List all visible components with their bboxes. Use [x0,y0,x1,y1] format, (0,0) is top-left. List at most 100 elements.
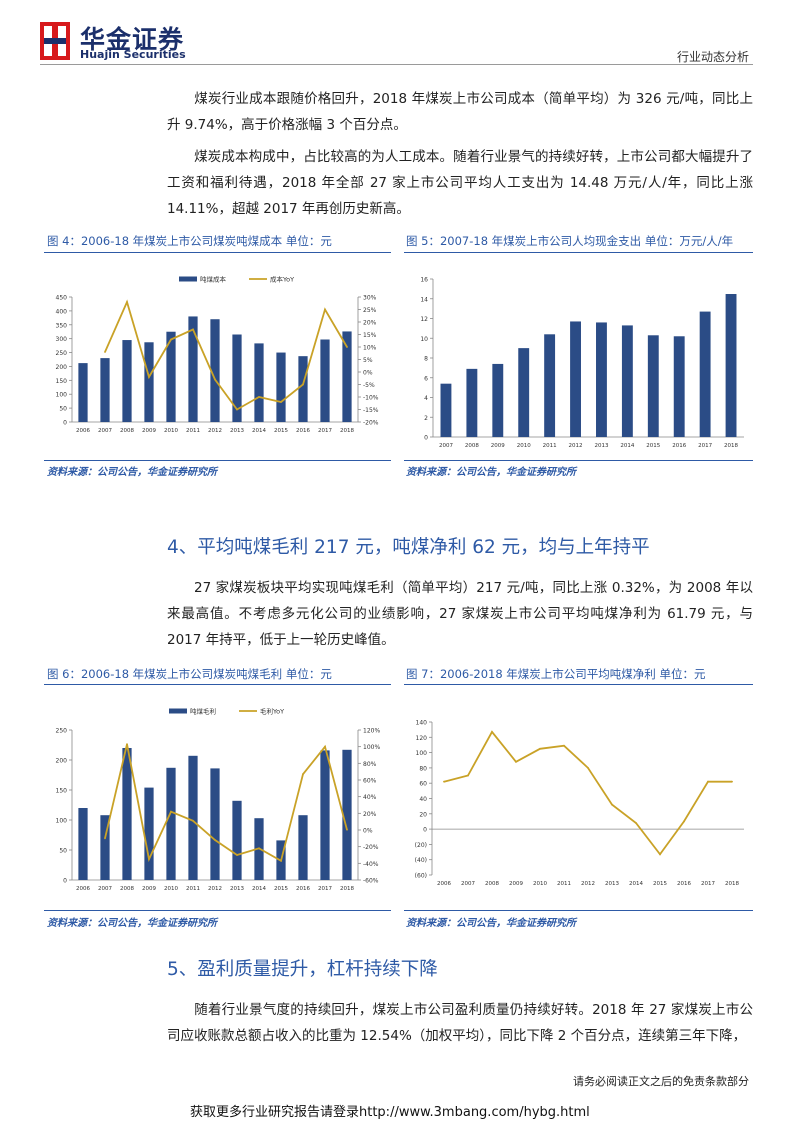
x-tick-label: 2008 [485,881,499,887]
y2-tick-label: 20% [363,811,377,818]
figure-6-top-rule [44,684,391,685]
y-tick-label: 250 [56,350,68,357]
y2-tick-label: 60% [363,778,377,785]
bar [725,294,737,437]
y2-tick-label: -15% [363,407,379,414]
y-tick-label: 60 [419,781,427,788]
y-tick-label: 8 [424,356,428,363]
y2-tick-label: -10% [363,395,379,402]
y-tick-label: 120 [416,735,428,742]
report-link[interactable]: 获取更多行业研究报告请登录http://www.3mbang.com/hybg.… [190,1105,590,1120]
data-point [214,839,216,841]
y-tick-label: 0 [424,435,428,442]
y2-tick-label: 0% [363,370,373,377]
data-point [104,837,106,840]
bar [544,334,556,437]
paragraph-margin: 27 家煤炭板块平均实现吨煤毛利（简单平均）217 元/吨，同比上涨 0.32%… [167,575,753,653]
series-line [104,299,348,411]
bar [78,808,88,880]
figure-4-chart: 0 50 100 150 200 250 300 350 400 450 2006 2007 2008 2… [56,275,379,435]
x-tick-label: 2011 [543,443,557,449]
bar [122,340,132,422]
paragraph-margin-text: 27 家煤炭板块平均实现吨煤毛利（简单平均）217 元/吨，同比上涨 0.32%… [167,580,753,648]
paragraph-quality: 随着行业景气度的持续回升，煤炭上市公司盈利质量仍持续好转。2018 年 27 家… [167,997,753,1049]
y-tick-label: (40) [415,857,427,864]
data-point [563,744,565,747]
x-tick-label: 2011 [557,881,571,887]
y2-tick-label: 25% [363,307,377,314]
x-tick-label: 2017 [701,881,715,887]
x-tick-label: 2013 [605,881,619,887]
x-tick-label: 2013 [230,886,244,892]
y2-tick-label: 0% [363,828,373,835]
y2-tick-label: 5% [363,357,373,364]
bar [298,356,308,422]
legend-label: 毛利YoY [260,707,284,716]
data-point [236,854,238,856]
x-tick-label: 2018 [724,443,738,449]
y-tick-label: 400 [56,308,68,315]
section-5-heading: 5、盈利质量提升，杠杆持续下降 [167,959,438,980]
x-tick-label: 2008 [120,886,134,892]
bar [210,319,220,422]
y-tick-label: 10 [420,336,428,343]
data-point [635,822,637,824]
legend-swatch [169,708,187,714]
bar [342,331,352,422]
data-point [611,803,613,806]
y-tick-label: 0 [63,878,67,885]
y-tick-label: 300 [56,336,68,343]
header-divider [40,64,753,65]
x-tick-label: 2016 [672,443,686,449]
x-tick-label: 2015 [646,443,660,449]
y-tick-label: 40 [419,796,427,803]
paragraph-cost: 煤炭行业成本跟随价格回升，2018 年煤炭上市公司成本（简单平均）为 326 元… [167,86,753,138]
y-tick-label: 150 [56,788,68,795]
data-point [731,780,733,783]
data-point [192,328,194,331]
bar [570,321,581,437]
x-tick-label: 2018 [340,428,354,434]
figure-4-top-rule [44,252,391,253]
data-point [302,383,304,386]
y2-tick-label: 80% [363,761,377,768]
figure-7-bottom-rule [404,910,753,911]
figure-5-title: 图 5：2007-18 年煤炭上市公司人均现金支出 单位：万元/人/年 [406,234,734,248]
data-point [126,301,128,303]
y-tick-label: 140 [416,720,428,727]
x-tick-label: 2016 [677,881,691,887]
y2-tick-label: -60% [363,878,379,885]
bar [232,334,242,422]
data-point [236,408,238,411]
y-tick-label: 16 [420,277,428,284]
y-tick-label: 450 [56,295,68,302]
y-tick-label: 50 [59,406,67,413]
x-tick-label: 2014 [629,881,643,887]
x-tick-label: 2016 [296,886,310,892]
bar [78,363,88,422]
disclaimer-note: 请务必阅读正文之后的免责条款部分 [573,1075,749,1088]
y-tick-label: 100 [416,750,428,757]
paragraph-quality-text: 随着行业景气度的持续回升，煤炭上市公司盈利质量仍持续好转。2018 年 27 家… [167,1002,753,1044]
bar [144,787,154,880]
y2-tick-label: -20% [363,844,379,851]
data-point [467,774,469,777]
y2-tick-label: 20% [363,320,377,327]
figure-6-title: 图 6：2006-18 年煤炭上市公司煤炭吨煤毛利 单位：元 [47,667,332,681]
x-tick-label: 2007 [461,881,475,887]
x-tick-label: 2016 [296,428,310,434]
bar [320,339,330,422]
legend-swatch [179,276,197,282]
paragraph-labor: 煤炭成本构成中，占比较高的为人工成本。随着行业景气的持续好转，上市公司都大幅提升… [167,144,753,222]
figure-6-chart: 0 50 100 150 200 250 2006 2007 2008 2009 2010 2011 2… [56,707,381,893]
y-tick-label: 6 [424,375,428,382]
data-point [707,780,709,783]
x-tick-label: 2018 [340,886,354,892]
x-tick-label: 2014 [252,428,266,434]
y-tick-label: 350 [56,322,68,329]
bar [320,750,330,880]
x-tick-label: 2013 [230,428,244,434]
data-point [126,743,128,746]
figure-7-top-rule [404,684,753,685]
y-tick-label: 150 [56,378,68,385]
